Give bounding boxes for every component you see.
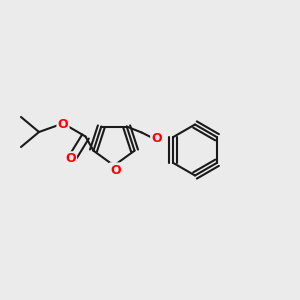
Text: O: O — [110, 164, 121, 177]
Text: O: O — [58, 118, 68, 131]
Text: O: O — [65, 152, 76, 166]
Text: O: O — [152, 132, 162, 145]
